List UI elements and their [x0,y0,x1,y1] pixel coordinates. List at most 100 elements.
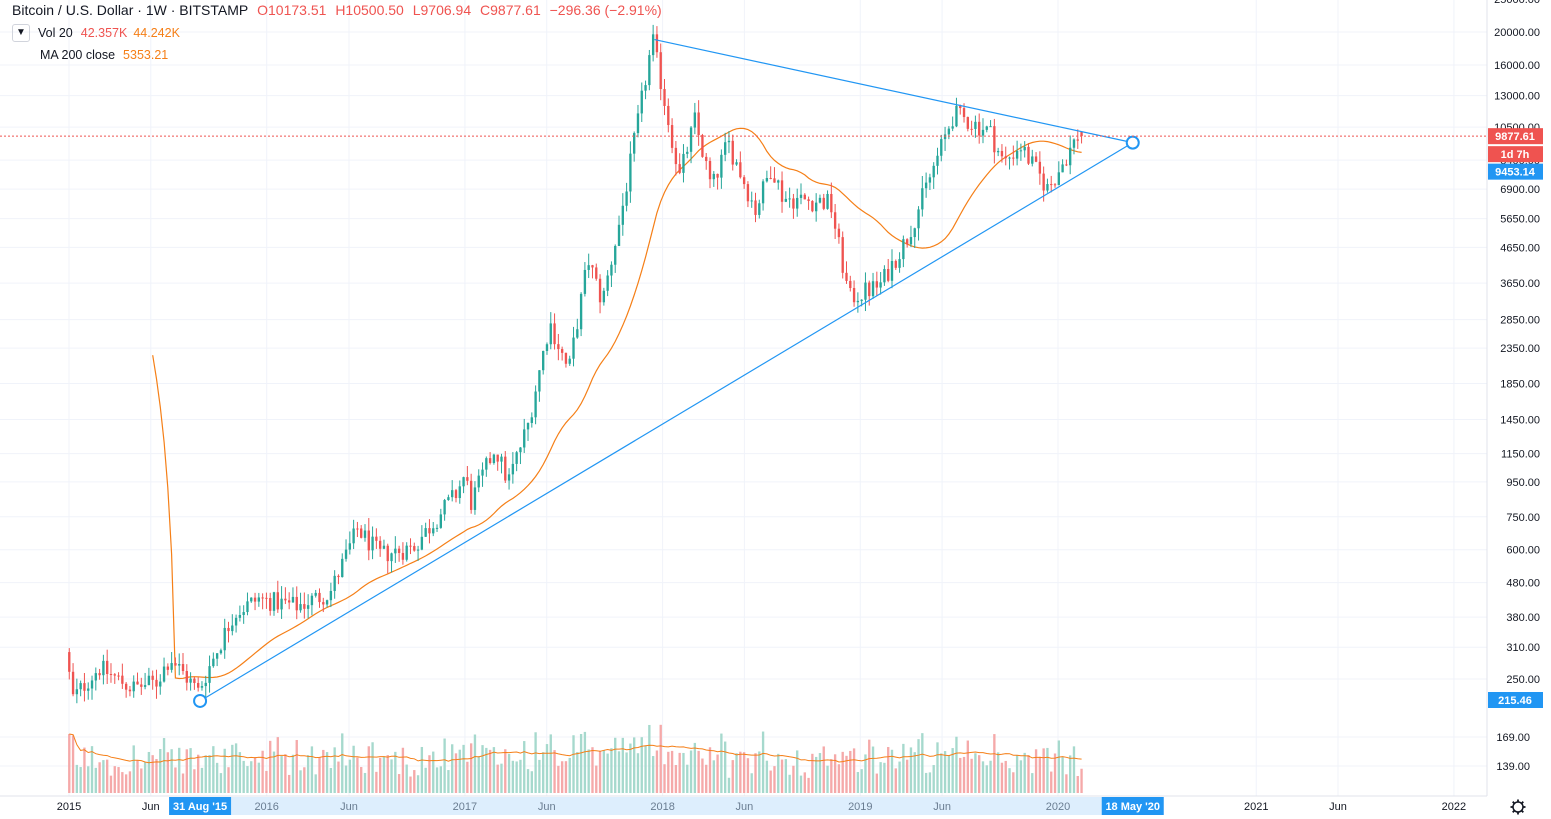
volume-bar [769,770,772,793]
volume-bar [488,749,492,793]
gear-icon[interactable] [1510,799,1526,815]
candle-body [978,121,981,136]
candle-body [856,300,860,303]
candle-body [943,134,947,140]
volume-bar [507,753,511,793]
volume-bar [705,764,708,793]
volume-bar [644,745,647,793]
volume-bar [595,765,598,793]
candle-body [1057,172,1060,185]
volume-bar [432,751,435,793]
volume-bar [424,767,427,793]
volume-bar [947,755,951,793]
volume-bar [670,750,674,793]
volume-bar [852,748,856,793]
volume-bar [272,751,276,793]
volume-bar [341,733,344,793]
candle-body [921,188,924,210]
x-tick-label: Jun [142,801,160,813]
symbol-title[interactable]: Bitcoin / U.S. Dollar · 1W · BITSTAMP [12,2,249,18]
volume-bar [792,765,795,793]
candle-body [1053,184,1057,186]
candle-body [773,178,776,183]
candle-body [344,549,348,559]
volume-bar [178,747,181,793]
volume-bar [458,749,461,793]
volume-bar [697,750,700,793]
candle-body [447,497,450,501]
volume-label[interactable]: Vol 20 [38,26,73,40]
candle-body [276,592,279,610]
resistance-trendline[interactable] [654,38,1133,144]
candle-body [143,685,147,687]
candle-body [742,177,746,185]
candle-body [966,117,969,129]
volume-bar [621,737,624,793]
volume-bar [181,773,185,793]
volume-bar [140,768,143,793]
trend-lines [0,38,1487,708]
volume-bar [777,753,780,793]
volume-bar [758,751,761,793]
trendline-handle[interactable] [1125,135,1140,150]
volume-bar [943,751,947,793]
candle-body [488,458,492,464]
ohlc-close: C9877.61 [480,2,541,18]
candle-body [1000,150,1004,157]
volume-bar [428,755,431,793]
candle-body [136,681,139,685]
volume-bar [913,752,916,793]
volume-bar [102,760,105,793]
candle-body [121,675,124,684]
volume-bar [1061,756,1064,793]
volume-bar [845,755,848,793]
ohlc-open: O10173.51 [257,2,327,18]
volume-ma-value: 44.242K [133,26,180,40]
x-tick-label: 2015 [57,801,81,813]
volume-bar [788,774,791,793]
volume-bar [871,746,875,793]
y-tick-label: 250.00 [1506,674,1540,686]
chevron-down-icon[interactable]: ▼ [12,24,30,42]
volume-bar [868,739,871,793]
candle-body [1023,146,1026,151]
ma-label[interactable]: MA 200 close [40,48,116,62]
x-marker-start-bg [169,797,232,815]
volume-bar [924,772,928,793]
volume-bar [659,724,662,793]
volume-bar [462,744,465,793]
trendline-handle[interactable] [193,693,208,708]
volume-bar [542,752,545,793]
candle-body [371,536,374,551]
volume-bar [71,735,75,793]
candle-body [526,422,530,430]
candle-body [712,173,715,180]
volume-bar [371,742,374,793]
volume-bar [648,724,651,793]
volume-bar [807,777,810,793]
candle-body [481,469,484,476]
support-trendline[interactable] [199,142,1134,702]
candle-body [913,228,916,238]
candle-body [496,454,499,462]
volume-bar [1057,740,1060,793]
x-tick-label: 2021 [1244,801,1268,813]
candle-body [162,666,166,682]
candle-body [735,162,738,165]
volume-bar [849,750,852,793]
volume-bar [128,771,132,793]
volume-bar [940,753,943,793]
candle-body [560,349,564,353]
volume-bar [1050,771,1053,793]
volume-bar [208,755,211,793]
candle-body [542,350,545,371]
candle-body [1034,156,1038,162]
volume-bar [761,731,765,793]
candle-body [841,237,844,273]
volume-bar [500,763,503,793]
volume-bar [155,759,158,793]
gear-icon-tooth [1520,809,1524,813]
volume-bar [83,747,86,793]
volume-bar [614,737,617,793]
